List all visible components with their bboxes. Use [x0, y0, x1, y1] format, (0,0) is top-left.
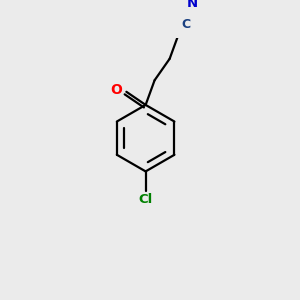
Text: N: N: [187, 0, 198, 10]
Text: O: O: [110, 83, 122, 97]
Text: Cl: Cl: [139, 193, 153, 206]
Text: C: C: [181, 19, 190, 32]
